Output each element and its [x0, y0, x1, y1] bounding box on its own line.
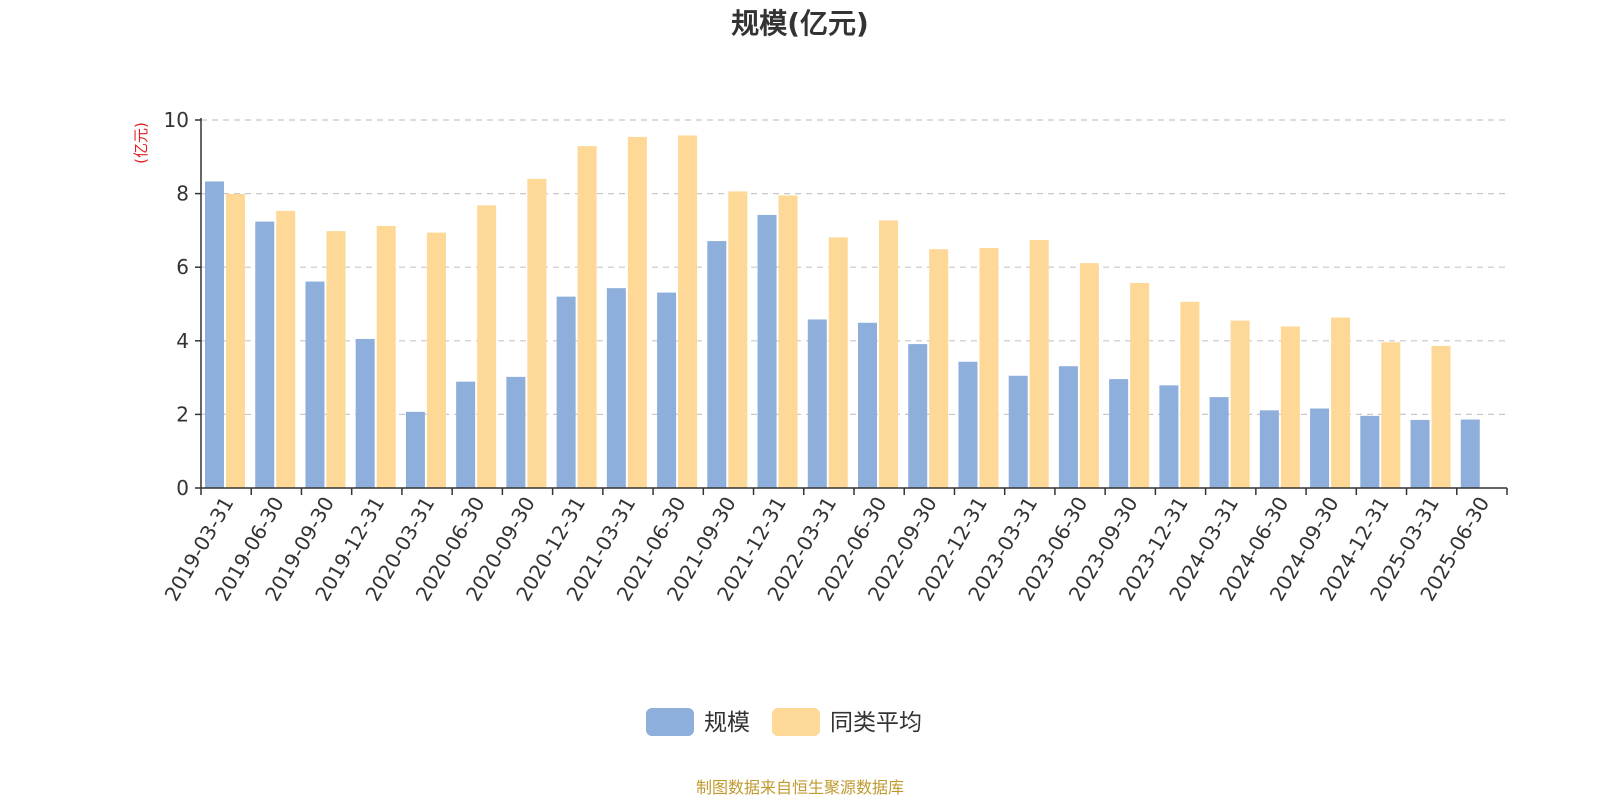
legend-label: 同类平均: [830, 710, 922, 736]
bar-peer-average: [1029, 239, 1049, 488]
bar-scale: [1159, 385, 1179, 488]
bar-peer-average: [778, 195, 798, 488]
bar-scale: [1360, 415, 1380, 488]
legend-swatch: [772, 708, 820, 736]
bar-scale: [1109, 379, 1129, 488]
data-source-note: 制图数据来自恒生聚源数据库: [696, 778, 904, 797]
bar-scale: [1209, 397, 1229, 488]
bar-peer-average: [477, 205, 497, 488]
bar-scale: [255, 221, 275, 488]
bar-peer-average: [1130, 283, 1150, 488]
bar-scale: [506, 376, 526, 488]
bar-scale: [1460, 419, 1480, 488]
bar-peer-average: [276, 210, 296, 488]
bar-peer-average: [929, 249, 949, 488]
bar-peer-average: [376, 225, 396, 488]
bar-peer-average: [1331, 317, 1351, 488]
legend[interactable]: 规模 同类平均: [646, 708, 922, 736]
bar-peer-average: [577, 146, 597, 489]
bar-scale: [1058, 366, 1078, 488]
bar-peer-average: [828, 237, 848, 488]
bar-scale: [807, 319, 827, 488]
bar-scale: [958, 361, 978, 488]
legend-swatch: [646, 708, 694, 736]
bar-scale: [1259, 410, 1279, 488]
bar-scale: [405, 411, 425, 488]
bar-scale: [556, 296, 576, 488]
bar-scale: [1008, 375, 1028, 488]
bar-scale: [657, 292, 677, 488]
bar-scale: [355, 338, 375, 488]
bar-scale: [707, 241, 727, 488]
bar-scale: [908, 344, 928, 488]
y-tick-label: 4: [176, 329, 189, 353]
bar-peer-average: [678, 135, 698, 488]
legend-item-peer-average[interactable]: 同类平均: [772, 708, 922, 736]
legend-label: 规模: [704, 710, 750, 736]
bar-peer-average: [1079, 263, 1099, 488]
bar-peer-average: [527, 178, 547, 488]
bar-scale: [1310, 408, 1330, 488]
bar-peer-average: [1280, 326, 1300, 488]
bar-peer-average: [326, 231, 346, 489]
bar-scale: [205, 181, 224, 488]
y-tick-label: 6: [176, 255, 189, 279]
bar-scale: [858, 322, 877, 488]
bar-peer-average: [1381, 342, 1401, 488]
bar-peer-average: [1180, 301, 1200, 488]
bar-scale: [305, 281, 325, 488]
bars: [205, 135, 1480, 489]
y-axis-unit-label: (亿元): [132, 122, 150, 164]
legend-item-scale[interactable]: 规模: [646, 708, 750, 736]
bar-peer-average: [879, 220, 898, 489]
bar-scale: [456, 381, 476, 488]
bar-peer-average: [728, 191, 748, 488]
bar-peer-average: [426, 232, 446, 488]
y-tick-label: 0: [176, 476, 189, 500]
y-tick-label: 2: [176, 402, 189, 426]
bar-peer-average: [226, 193, 245, 488]
bar-peer-average: [1230, 320, 1250, 488]
bar-scale: [757, 214, 777, 488]
chart-title: 规模(亿元): [731, 7, 869, 40]
bar-peer-average: [627, 136, 647, 489]
bar-peer-average: [979, 248, 999, 488]
y-tick-label: 10: [164, 108, 189, 132]
bar-peer-average: [1431, 345, 1451, 488]
bar-scale: [606, 288, 626, 488]
y-tick-label: 8: [176, 182, 189, 206]
bar-scale: [1410, 419, 1430, 488]
gridlines: [201, 119, 1507, 415]
